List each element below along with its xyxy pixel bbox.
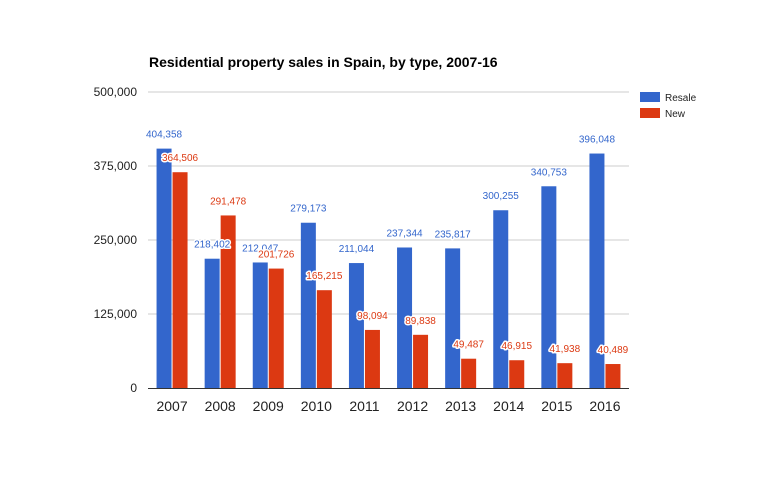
data-label-resale: 218,402 [194,240,231,251]
x-tick-label: 2009 [253,398,284,414]
bar-new [364,329,380,388]
x-tick-label: 2016 [589,398,620,414]
bars [156,148,621,388]
y-tick-label: 250,000 [94,233,138,247]
data-label-new: 46,915 [501,341,532,352]
x-tick-label: 2013 [445,398,476,414]
x-tick-label: 2012 [397,398,428,414]
legend-label-new: New [665,109,686,120]
x-tick-label: 2010 [301,398,332,414]
x-tick-label: 2007 [156,398,187,414]
bar-resale [300,222,316,388]
bar-resale [204,258,220,388]
x-tick-label: 2015 [541,398,572,414]
data-label-resale: 300,255 [483,191,520,202]
bar-new [605,364,621,388]
y-tick-label: 125,000 [94,307,138,321]
bar-new [220,215,236,388]
data-label-new: 291,478 [210,196,247,207]
legend: Resale New [640,92,697,120]
x-tick-label: 2011 [349,398,379,414]
data-label-resale: 404,358 [146,130,183,141]
bar-new [268,268,284,388]
chart-title: Residential property sales in Spain, by … [149,54,498,70]
data-labels: 404,358 364,506 218,402 291,478 212,047201,7… [144,128,630,357]
data-label-resale: 235,817 [435,229,472,240]
legend-swatch-new [640,108,660,118]
data-label-new: 98,094 [357,311,388,322]
data-label-resale: 396,048 [579,135,616,146]
bar-resale [541,186,557,388]
x-tick-label: 2008 [205,398,236,414]
data-label-new: 89,838 [405,316,436,327]
bar-resale [445,248,461,388]
bar-resale [493,210,509,388]
data-label-new: 40,489 [598,345,629,356]
data-label-resale: 237,344 [386,228,423,239]
bar-new [509,360,525,388]
bar-resale [397,247,413,388]
bar-resale [348,263,364,388]
bar-resale [589,153,605,388]
bar-new [557,363,573,388]
bar-resale [252,262,268,388]
bar-new [172,172,188,388]
data-label-new: 364,506 [162,153,199,164]
legend-label-resale: Resale [665,93,697,104]
data-label-resale: 211,044 [339,244,375,255]
bar-resale [156,148,172,388]
data-label-resale: 212,047 [242,243,279,254]
data-label-new: 165,215 [306,271,343,282]
y-tick-label: 0 [130,381,137,395]
data-label-new: 201,726 [258,250,295,261]
bar-new [461,358,477,388]
y-tick-label: 500,000 [94,85,138,99]
x-axis: 2007 2008 2009 2010 2011 2012 2013 2014 2015 2016 [148,388,629,414]
x-tick-label: 2014 [493,398,524,414]
y-axis: 0 125,000 250,000 375,000 500,000 [94,85,138,395]
data-label-new: 41,938 [550,344,581,355]
y-tick-label: 375,000 [94,159,138,173]
bar-new [413,334,429,388]
data-label-resale: 279,173 [290,204,327,215]
data-label-new: 49,487 [453,340,484,351]
bar-new [316,290,332,388]
data-label-resale: 340,753 [531,167,568,178]
legend-swatch-resale [640,92,660,102]
